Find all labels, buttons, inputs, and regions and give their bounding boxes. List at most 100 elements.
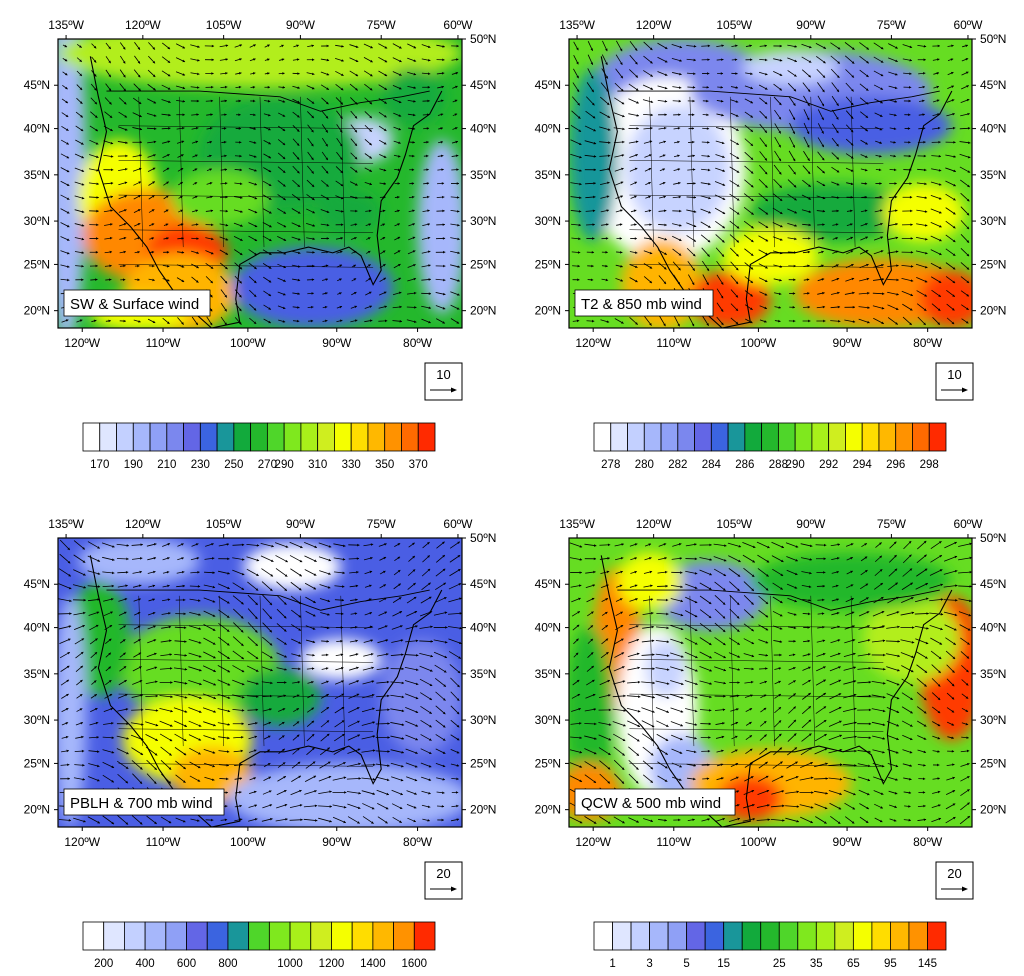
colorbar-box — [890, 921, 910, 951]
colorbar-box — [912, 422, 930, 452]
top-longitude-label: 90ºW — [286, 517, 316, 531]
bottom-longitude-label: 100ºW — [741, 835, 777, 849]
colorbar-box — [861, 422, 880, 452]
map-panel: 135ºW 120ºW 105ºW 90ºW 75ºW 60ºW 120ºW 110ºW 100… — [535, 517, 1007, 970]
field-shading — [569, 538, 972, 827]
top-longitude-label: 90ºW — [286, 18, 316, 32]
right-latitude-label: 35ºN — [470, 168, 496, 182]
left-latitude-label: 40ºN — [535, 122, 561, 136]
panel-label: SW & Surface wind — [70, 296, 199, 313]
panel-label-box — [574, 289, 714, 317]
right-latitude-label: 45ºN — [980, 577, 1006, 591]
colorbar-tick-label: 310 — [308, 459, 327, 471]
colorbar-tick-label: 800 — [218, 958, 237, 970]
map-frame — [57, 38, 463, 329]
top-longitude-label: 90ºW — [796, 517, 826, 531]
colorbar-tick-label: 284 — [702, 459, 722, 471]
bottom-longitude-label: 80ºW — [913, 336, 943, 350]
left-latitude-label: 45ºN — [24, 577, 50, 591]
colorbar-tick-label: 95 — [884, 958, 897, 970]
colorbar-box — [310, 921, 332, 951]
top-longitude-label: 135ºW — [48, 18, 84, 32]
colorbar-tick-label: 35 — [810, 958, 823, 970]
bottom-longitude-label: 90ºW — [322, 835, 352, 849]
colorbar-box — [283, 422, 302, 452]
colorbar-box — [351, 921, 374, 951]
left-latitude-label: 35ºN — [24, 667, 50, 681]
right-latitude-label: 45ºN — [980, 78, 1006, 92]
top-longitude-label: 75ºW — [367, 18, 397, 32]
panel-label: PBLH & 700 mb wind — [70, 795, 213, 812]
colorbar-tick-label: 278 — [601, 459, 620, 471]
left-latitude-label: 25ºN — [24, 257, 50, 271]
colorbar-tick-label: 286 — [735, 459, 754, 471]
field-shading — [58, 538, 462, 827]
coastline — [600, 56, 953, 328]
colorbar-box — [828, 422, 846, 452]
top-longitude-label: 90ºW — [796, 18, 826, 32]
colorbar-tick-label: 15 — [717, 958, 730, 970]
top-longitude-label: 105ºW — [716, 18, 752, 32]
colorbar-box — [908, 921, 928, 951]
colorbar-box — [183, 422, 201, 452]
colorbar-box — [677, 422, 695, 452]
colorbar-box — [649, 921, 669, 951]
colorbar-box — [165, 921, 187, 951]
colorbar-box — [815, 921, 836, 951]
colorbar-box — [811, 422, 830, 452]
panel-label: T2 & 850 mb wind — [581, 296, 702, 313]
colorbar-tick-label: 296 — [886, 459, 905, 471]
colorbar-box — [794, 422, 813, 452]
bottom-longitude-label: 100ºW — [230, 835, 266, 849]
colorbar-tick-label: 210 — [157, 459, 176, 471]
map-panel: 135ºW 120ºW 105ºW 90ºW 75ºW 60ºW 120ºW 110ºW 100… — [535, 18, 1007, 471]
left-latitude-label: 40ºN — [24, 122, 50, 136]
colorbar-box — [612, 921, 632, 951]
colorbar-tick-label: 1400 — [360, 958, 386, 970]
colorbar-tick-label: 290 — [275, 459, 294, 471]
colorbar-box — [928, 422, 947, 452]
reference-vector-box — [935, 362, 974, 401]
bottom-longitude-label: 110ºW — [656, 336, 692, 350]
right-latitude-label: 25ºN — [470, 756, 496, 770]
colorbar-box — [723, 921, 743, 951]
colorbar-tick-label: 350 — [375, 459, 394, 471]
colorbar-tick-label: 170 — [90, 459, 109, 471]
top-longitude-label: 135ºW — [48, 517, 84, 531]
left-latitude-label: 35ºN — [24, 168, 50, 182]
colorbar-box — [744, 422, 763, 452]
top-longitude-label: 60ºW — [953, 18, 983, 32]
colorbar-box — [727, 422, 746, 452]
right-latitude-label: 50ºN — [470, 531, 496, 545]
right-latitude-label: 50ºN — [470, 32, 496, 46]
wind-vectors — [569, 540, 972, 825]
top-longitude-label: 60ºW — [953, 517, 983, 531]
right-latitude-label: 25ºN — [980, 756, 1006, 770]
wind-vectors — [58, 539, 462, 825]
colorbar-box — [797, 921, 817, 951]
colorbar-box — [116, 422, 134, 452]
colorbar-tick-label: 1200 — [319, 958, 345, 970]
colorbar-box — [686, 921, 706, 951]
right-latitude-label: 35ºN — [980, 667, 1006, 681]
right-latitude-label: 25ºN — [980, 257, 1006, 271]
colorbar-tick-label: 282 — [668, 459, 687, 471]
colorbar-tick-label: 290 — [786, 459, 805, 471]
colorbar-box — [289, 921, 312, 951]
colorbar-box — [144, 921, 167, 951]
colorbar-box — [82, 921, 105, 951]
colorbar-box — [660, 422, 679, 452]
colorbar-box — [317, 422, 335, 452]
colorbar-box — [268, 921, 291, 951]
colorbar-box — [216, 422, 235, 452]
wind-vectors — [60, 42, 460, 326]
right-latitude-label: 50ºN — [980, 531, 1006, 545]
reference-vector-magnitude: 10 — [947, 367, 961, 382]
right-latitude-label: 40ºN — [470, 621, 496, 635]
wind-vectors — [570, 40, 971, 327]
top-longitude-label: 120ºW — [125, 18, 161, 32]
colorbar-box — [233, 422, 252, 452]
left-latitude-label: 30ºN — [24, 713, 50, 727]
top-longitude-label: 120ºW — [636, 18, 672, 32]
